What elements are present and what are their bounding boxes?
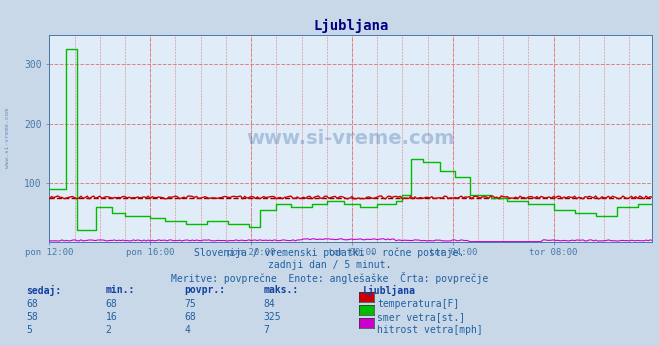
- Text: 84: 84: [264, 299, 275, 309]
- Text: 4: 4: [185, 325, 190, 335]
- Text: 16: 16: [105, 312, 117, 322]
- Text: maks.:: maks.:: [264, 285, 299, 295]
- Text: 2: 2: [105, 325, 111, 335]
- Text: 7: 7: [264, 325, 270, 335]
- Text: 68: 68: [26, 299, 38, 309]
- Text: Meritve: povprečne  Enote: anglešaške  Črta: povprečje: Meritve: povprečne Enote: anglešaške Črt…: [171, 272, 488, 284]
- Text: www.si-vreme.com: www.si-vreme.com: [5, 108, 11, 169]
- Text: 5: 5: [26, 325, 32, 335]
- Text: 68: 68: [105, 299, 117, 309]
- Text: 68: 68: [185, 312, 196, 322]
- Text: 75: 75: [185, 299, 196, 309]
- Text: Slovenija / vremenski podatki - ročne postaje.: Slovenija / vremenski podatki - ročne po…: [194, 247, 465, 258]
- Text: smer vetra[st.]: smer vetra[st.]: [377, 312, 465, 322]
- Text: hitrost vetra[mph]: hitrost vetra[mph]: [377, 325, 482, 335]
- Text: povpr.:: povpr.:: [185, 285, 225, 295]
- Text: sedaj:: sedaj:: [26, 285, 61, 297]
- Text: Ljubljana: Ljubljana: [362, 285, 415, 297]
- Text: 58: 58: [26, 312, 38, 322]
- Text: 325: 325: [264, 312, 281, 322]
- Text: www.si-vreme.com: www.si-vreme.com: [246, 129, 455, 148]
- Text: zadnji dan / 5 minut.: zadnji dan / 5 minut.: [268, 260, 391, 270]
- Title: Ljubljana: Ljubljana: [313, 19, 389, 34]
- Text: temperatura[F]: temperatura[F]: [377, 299, 459, 309]
- Text: min.:: min.:: [105, 285, 135, 295]
